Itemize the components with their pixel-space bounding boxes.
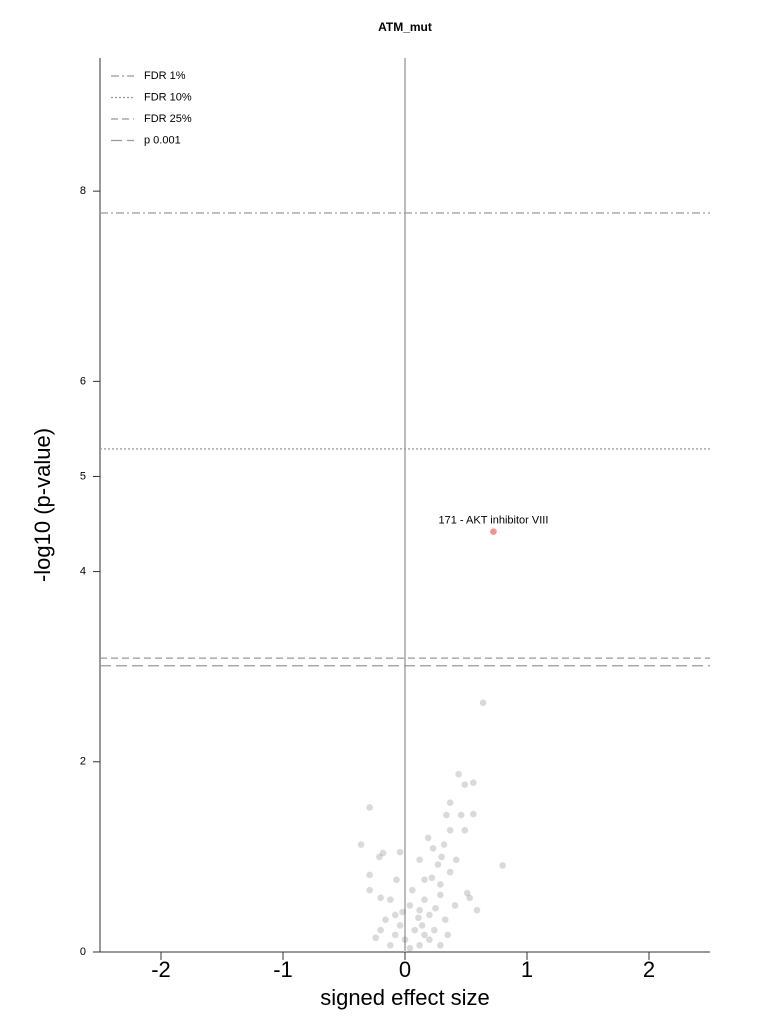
point [434,861,442,868]
point [391,931,399,939]
point [428,874,436,882]
point [443,811,450,819]
legend-label: p 0.001 [144,134,181,146]
point [499,862,506,869]
point [416,906,423,914]
point [387,942,394,949]
point [426,911,433,919]
point [470,810,477,818]
point [461,826,469,834]
x-axis-label: signed effect size [320,985,490,1010]
y-tick-label: 5 [80,470,86,482]
point [393,876,400,884]
point [396,848,404,856]
legend-label: FDR 25% [144,113,192,125]
point [372,934,380,942]
point [415,914,422,922]
highlight-point [490,528,497,535]
point [421,931,428,939]
point [357,841,365,848]
point [446,799,454,806]
point [441,916,449,923]
point [396,922,404,929]
point [429,845,437,852]
point [382,916,389,923]
point [479,699,487,707]
point [437,942,444,949]
point [470,779,477,787]
point [366,871,373,879]
x-tick-label: -1 [273,957,293,982]
point [399,908,406,916]
highlight-label: 171 - AKT inhibitor VIII [439,515,549,527]
point [461,781,469,788]
y-axis-label: -log10 (p-value) [30,428,55,582]
point [377,926,384,934]
point [411,926,419,934]
point [421,896,428,903]
x-tick-label: -2 [151,957,171,982]
x-tick-label: 1 [521,957,533,982]
chart-title: ATM_mut [378,20,432,34]
point [437,891,444,899]
y-tick-label: 2 [80,756,86,768]
point [438,853,445,861]
point [446,826,454,834]
point [377,894,384,902]
point [418,922,426,929]
point [444,931,452,939]
point [421,876,428,884]
point [455,770,462,778]
point [473,906,481,914]
point [432,904,439,912]
point [416,856,423,864]
point [406,902,414,909]
point [387,896,394,903]
point [391,911,399,919]
point [437,881,444,888]
point [376,853,383,861]
point [401,936,409,943]
point [466,894,473,902]
point [366,886,373,894]
x-tick-label: 2 [643,957,655,982]
legend-label: FDR 10% [144,91,192,103]
point [452,856,460,864]
y-tick-label: 4 [80,565,86,577]
y-tick-label: 0 [80,946,86,958]
point [430,926,438,934]
point [440,841,448,848]
point [416,942,423,949]
point [426,936,433,943]
point [379,849,387,857]
point [463,889,471,897]
y-tick-label: 8 [80,185,86,197]
x-tick-label: 0 [399,957,411,982]
point [424,834,432,842]
point [409,886,416,894]
point [451,902,459,909]
legend-label: FDR 1% [144,70,186,82]
point [406,944,414,952]
point [446,868,454,876]
point [457,811,465,819]
y-tick-label: 6 [80,375,86,387]
point [366,804,373,811]
